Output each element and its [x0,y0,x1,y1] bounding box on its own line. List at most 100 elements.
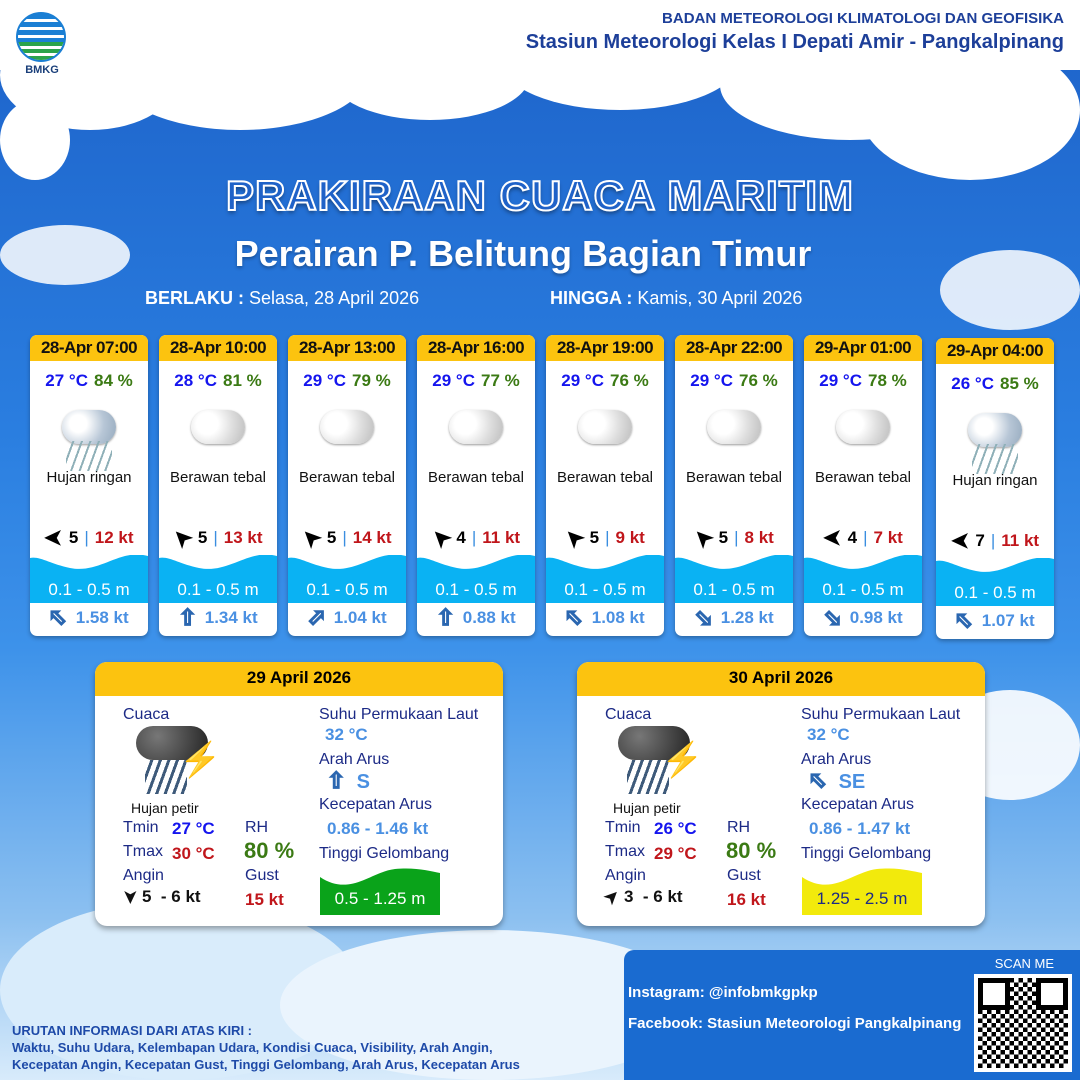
wave-height: 0.1 - 0.5 m [822,580,904,599]
bmkg-logo: BMKG [16,12,68,76]
current-direction-label: Arah Arus [801,751,872,768]
temperature: 29 °C [561,371,604,390]
wave-height-value: 0.5 - 1.25 m [334,889,426,908]
divider: | [84,528,89,547]
temperature: 28 °C [174,371,217,390]
cloud [500,10,740,110]
wave-height-band: 0.1 - 0.5 m [288,554,406,603]
wind-speed: 5 [197,528,208,547]
wind-label: Angin [123,867,164,884]
cloud-icon [417,391,535,463]
wind-speed: 4 [456,528,466,547]
forecast-card: 28-Apr 16:00 29 °C 77 % Berawan tebal ➤ 4 |… [417,335,535,636]
valid-from: BERLAKU : Selasa, 28 April 2026 [145,288,419,309]
gust-label: Gust [727,867,761,884]
forecast-card: 29-Apr 04:00 26 °C 85 % Hujan ringan ➤ 7 | 1… [936,338,1054,639]
humidity: 79 % [351,371,391,390]
humidity: 77 % [480,371,520,390]
daily-summary-panel: 30 April 2026 Cuaca ⚡ Hujan petir Tmin 2… [577,662,985,926]
wind-speed: 5 [718,528,729,547]
current-direction-icon: ⇧ [802,765,834,797]
gust-speed: 13 kt [223,528,263,547]
wind-direction-icon: ➤ [121,889,141,905]
current-direction-icon: ⇧ [817,602,849,634]
current-speed: 1.08 kt [591,608,645,627]
cloud-icon [675,391,793,463]
current-direction-icon: ⇧ [178,605,197,631]
divider: | [605,528,610,547]
gust-speed: 8 kt [744,528,774,547]
current-direction-icon: ⇧ [436,605,455,631]
rain-icon [936,394,1054,474]
logo-text: BMKG [25,64,59,76]
divider: | [990,531,996,550]
thunderstorm-icon: ⚡ [131,726,221,796]
weather-condition: Hujan ringan [952,472,1038,489]
current-direction-icon: ⇧ [948,605,980,637]
cloud [330,30,530,120]
gust-speed: 11 kt [482,528,521,547]
current-speed-value: 0.86 - 1.47 kt [809,819,911,838]
temperature: 26 °C [951,374,994,393]
divider: | [471,528,477,547]
forecast-card: 28-Apr 19:00 29 °C 76 % Berawan tebal ➤ 5 |… [546,335,664,636]
current-speed-label: Kecepatan Arus [801,796,914,813]
current-direction-value: S [356,771,370,793]
instagram-link[interactable]: Instagram: @infobmkgpkp [628,984,818,1001]
wind-direction-icon: ➤ [295,522,327,554]
wave-height: 0.1 - 0.5 m [177,580,259,599]
facebook-link[interactable]: Facebook: Stasiun Meteorologi Pangkalpin… [628,1015,962,1032]
current-direction-value: SE [838,771,866,793]
wave-height-badge: 1.25 - 2.5 m [802,867,922,915]
station-name: Stasiun Meteorologi Kelas I Depati Amir … [525,31,1064,53]
gust-speed: 7 kt [873,528,903,547]
rain-icon [30,391,148,471]
wind-direction-icon: ➤ [823,526,842,551]
valid-to-value: Kamis, 30 April 2026 [637,288,803,308]
cloud-icon [159,391,277,463]
current-speed-label: Kecepatan Arus [319,796,432,813]
humidity: 81 % [222,371,262,390]
weather-condition: Berawan tebal [428,469,524,486]
scan-me-label: SCAN ME [994,956,1054,971]
wind-speed: 5 [68,528,79,547]
valid-from-label: BERLAKU : [145,288,244,308]
current-speed: 1.04 kt [333,608,387,627]
qr-code[interactable] [974,974,1072,1072]
cloud [110,10,370,130]
weather-condition: Berawan tebal [557,469,653,486]
divider: | [213,528,218,547]
cloud [860,40,1080,180]
tmax-value: 30 °C [172,844,215,863]
forecast-card: 29-Apr 01:00 29 °C 78 % Berawan tebal ➤ 4 |… [804,335,922,636]
legend-line: Kecepatan Angin, Kecepatan Gust, Tinggi … [12,1057,520,1072]
social-panel: Instagram: @infobmkgpkp Facebook: Stasiu… [624,950,1080,1080]
cloud-icon [546,391,664,463]
forecast-time: 29-Apr 04:00 [936,338,1054,364]
temperature: 29 °C [690,371,733,390]
wave-height-badge: 0.5 - 1.25 m [320,867,440,915]
forecast-card: 28-Apr 10:00 28 °C 81 % Berawan tebal ➤ 5 |… [159,335,277,636]
weather-condition: Hujan petir [613,800,681,816]
wind-direction-icon: ➤ [44,526,63,551]
current-speed: 0.98 kt [849,608,903,627]
legend: URUTAN INFORMASI DARI ATAS KIRI : Waktu,… [12,1022,520,1073]
wave-height-band: 0.1 - 0.5 m [417,554,535,603]
cloud [0,225,130,285]
humidity: 76 % [738,371,778,390]
wind-direction-icon: ➤ [425,522,457,554]
valid-from-value: Selasa, 28 April 2026 [249,288,420,308]
wind-label: Angin [605,867,646,884]
gust-label: Gust [245,867,279,884]
sst-value: 32 °C [807,725,850,744]
wave-height-band: 0.1 - 0.5 m [675,554,793,603]
wind-value: 3 - 6 kt [623,887,683,906]
tmax-value: 29 °C [654,844,697,863]
current-speed: 1.34 kt [204,608,258,627]
current-speed: 1.58 kt [75,608,129,627]
wave-height: 0.1 - 0.5 m [693,580,775,599]
panel-date: 29 April 2026 [95,662,503,696]
current-speed-value: 0.86 - 1.46 kt [327,819,429,838]
forecast-card: 28-Apr 13:00 29 °C 79 % Berawan tebal ➤ 5 |… [288,335,406,636]
forecast-time: 28-Apr 16:00 [417,335,535,361]
